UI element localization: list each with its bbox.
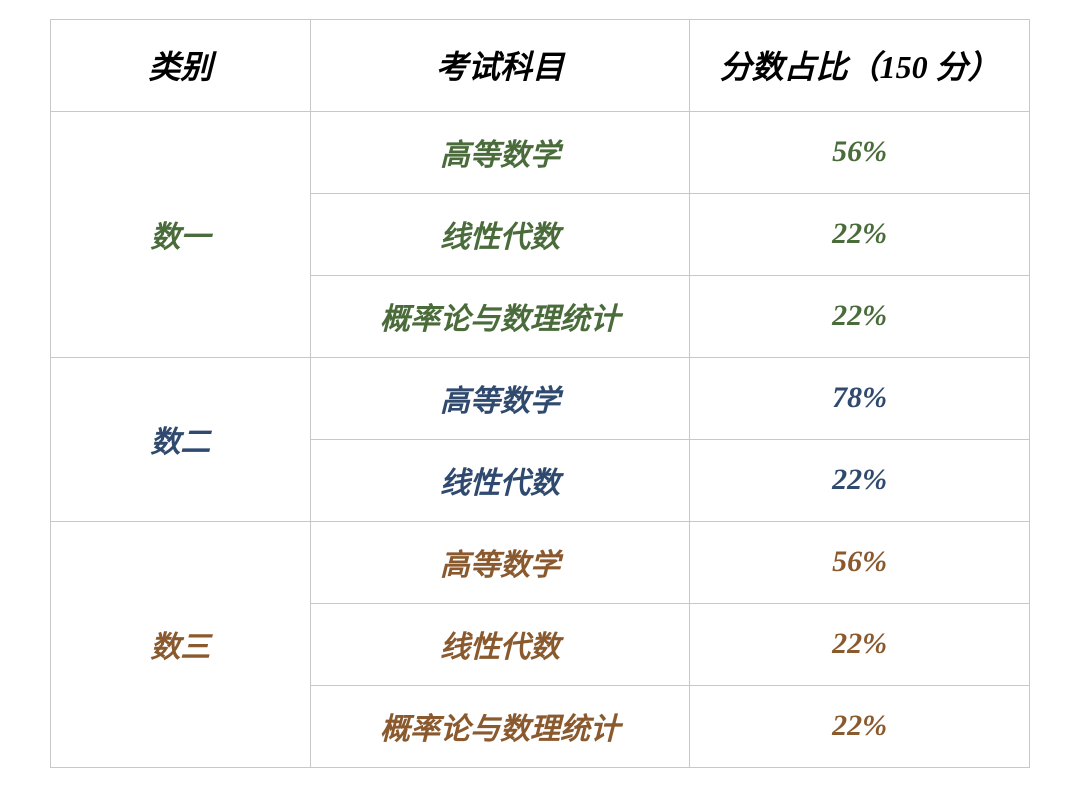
subject-cell: 线性代数 xyxy=(310,439,690,521)
subject-cell: 线性代数 xyxy=(310,193,690,275)
category-cell-math1: 数一 xyxy=(51,111,311,357)
subject-cell: 线性代数 xyxy=(310,603,690,685)
table-header-row: 类别 考试科目 分数占比（150 分） xyxy=(51,19,1030,111)
header-subject: 考试科目 xyxy=(310,19,690,111)
subject-cell: 高等数学 xyxy=(310,111,690,193)
ratio-cell: 78% xyxy=(690,357,1030,439)
subject-cell: 概率论与数理统计 xyxy=(310,275,690,357)
ratio-cell: 22% xyxy=(690,685,1030,767)
ratio-cell: 22% xyxy=(690,439,1030,521)
table-row: 数二 高等数学 78% xyxy=(51,357,1030,439)
table-row: 数三 高等数学 56% xyxy=(51,521,1030,603)
ratio-cell: 22% xyxy=(690,193,1030,275)
subject-cell: 概率论与数理统计 xyxy=(310,685,690,767)
score-ratio-table: 类别 考试科目 分数占比（150 分） 数一 高等数学 56% 线性代数 22%… xyxy=(50,19,1030,768)
ratio-cell: 22% xyxy=(690,603,1030,685)
ratio-cell: 22% xyxy=(690,275,1030,357)
header-ratio: 分数占比（150 分） xyxy=(690,19,1030,111)
ratio-cell: 56% xyxy=(690,111,1030,193)
score-table-container: 类别 考试科目 分数占比（150 分） 数一 高等数学 56% 线性代数 22%… xyxy=(50,19,1030,768)
subject-cell: 高等数学 xyxy=(310,521,690,603)
category-cell-math3: 数三 xyxy=(51,521,311,767)
category-cell-math2: 数二 xyxy=(51,357,311,521)
header-category: 类别 xyxy=(51,19,311,111)
subject-cell: 高等数学 xyxy=(310,357,690,439)
table-row: 数一 高等数学 56% xyxy=(51,111,1030,193)
ratio-cell: 56% xyxy=(690,521,1030,603)
